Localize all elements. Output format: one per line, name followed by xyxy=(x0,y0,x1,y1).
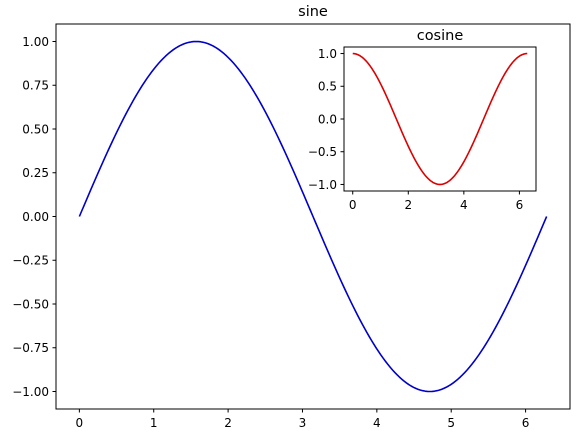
main-xtick-label: 6 xyxy=(522,416,530,430)
inset-ytick-label: 0.0 xyxy=(318,112,337,126)
main-ticks: 0 1 2 3 4 5 6−1.00−0.75−0.50−0.250.000.250.500… xyxy=(12,35,529,430)
inset-ticks: 0 2 4 6 −1.0 −0.5 0.0 0.5 1.0 xyxy=(308,47,523,212)
main-ytick-label: −0.75 xyxy=(12,341,49,355)
inset-xtick-label: 6 xyxy=(516,198,524,212)
main-xtick-label: 4 xyxy=(373,416,381,430)
main-ytick-label: −1.00 xyxy=(12,385,49,399)
inset-lines xyxy=(352,52,528,186)
main-ytick-label: −0.25 xyxy=(12,254,49,268)
main-ytick-label: −0.50 xyxy=(12,297,49,311)
main-ytick-label: 0.25 xyxy=(22,166,49,180)
main-sin-line xyxy=(78,40,548,393)
inset-axes-frame xyxy=(343,46,537,192)
inset-axes: 0 2 4 6 −1.0 −0.5 0.0 0.5 1.0 cosine xyxy=(308,28,537,212)
main-title: sine xyxy=(298,4,328,20)
inset-title: cosine xyxy=(417,28,464,44)
main-xtick-label: 3 xyxy=(299,416,307,430)
main-ytick-label: 1.00 xyxy=(22,35,49,49)
inset-xtick-label: 4 xyxy=(460,198,468,212)
inset-plot-area xyxy=(344,47,536,191)
inset-ytick-label: 0.5 xyxy=(318,80,337,94)
main-lines xyxy=(78,40,548,393)
main-ytick-label: 0.50 xyxy=(22,122,49,136)
main-axes-frame xyxy=(55,23,571,410)
inset-xtick-label: 0 xyxy=(349,198,357,212)
inset-ytick-label: −1.0 xyxy=(308,178,337,192)
main-xtick-label: 0 xyxy=(76,416,84,430)
inset-ytick-label: −0.5 xyxy=(308,145,337,159)
main-ytick-label: 0.00 xyxy=(22,210,49,224)
main-xtick-label: 1 xyxy=(150,416,158,430)
inset-cos-line xyxy=(352,52,528,186)
main-xtick-label: 2 xyxy=(224,416,232,430)
main-xtick-label: 5 xyxy=(447,416,455,430)
inset-ytick-label: 1.0 xyxy=(318,47,337,61)
inset-xtick-label: 2 xyxy=(404,198,412,212)
main-ytick-label: 0.75 xyxy=(22,79,49,93)
